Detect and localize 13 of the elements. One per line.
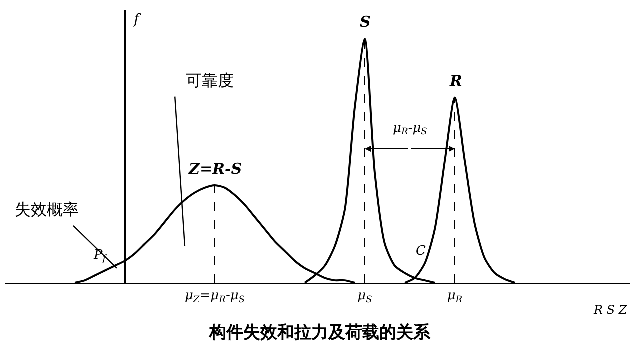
annotation: μ$_{R}$-μ$_{S}$ xyxy=(393,121,428,138)
x-tick-label: μ$_{R}$ xyxy=(447,288,463,306)
x-tick-label: μ$_{S}$ xyxy=(358,288,372,306)
y-axis-title: f xyxy=(133,12,142,28)
annotation: 失效概率 xyxy=(15,200,79,219)
series-label: S xyxy=(360,13,371,31)
annotation: C xyxy=(416,244,426,259)
series-label: R xyxy=(449,72,462,90)
series-label: Z=R-S xyxy=(188,160,242,178)
annotation: 可靠度 xyxy=(186,71,234,90)
x-axis-title: R S Z xyxy=(593,303,628,317)
x-tick-label: μ$_{Z}$=μ$_{R}$-μ$_{S}$ xyxy=(184,288,246,306)
text: 构件失效和拉力及荷载的关系 xyxy=(208,323,432,344)
